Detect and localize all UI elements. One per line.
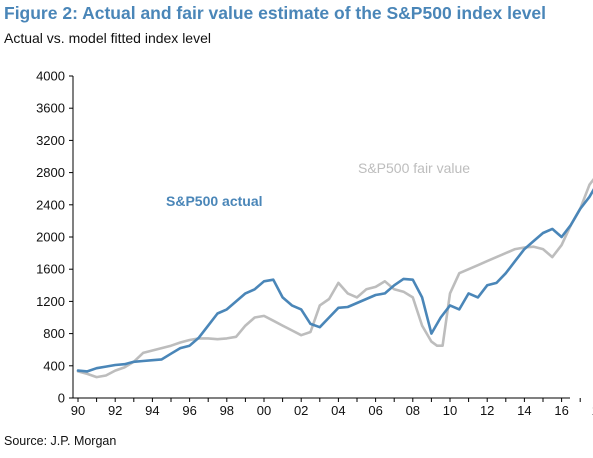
chart-subtitle: Actual vs. model fitted index level — [4, 30, 211, 46]
actual-line — [76, 188, 593, 373]
x-tick-label: 00 — [257, 403, 271, 418]
x-tick-label: 18 — [592, 403, 593, 418]
x-tick-label: 06 — [368, 403, 382, 418]
fair-value-annotation: S&P500 fair value — [358, 160, 470, 176]
y-tick-label: 1600 — [36, 262, 65, 277]
x-tick-label: 02 — [294, 403, 308, 418]
x-tick-label: 08 — [406, 403, 420, 418]
x-tick-label: 98 — [220, 403, 234, 418]
y-tick-label: 2000 — [36, 230, 65, 245]
y-tick-label: 2400 — [36, 197, 65, 212]
x-tick-label: 10 — [443, 403, 457, 418]
actual-annotation: S&P500 actual — [166, 193, 263, 209]
x-axis: 90929496980002040608101214161820 — [71, 397, 593, 418]
y-tick-label: 2800 — [36, 165, 65, 180]
y-tick-label: 800 — [43, 326, 65, 341]
y-axis: 0 400 800 1200 1600 2000 2400 2800 3200 3600 4000 — [36, 69, 74, 406]
x-tick-label: 16 — [554, 403, 568, 418]
fair-value-line — [76, 178, 593, 379]
x-tick-label: 94 — [145, 403, 159, 418]
x-tick-label: 96 — [182, 403, 196, 418]
y-tick-label: 0 — [58, 391, 65, 406]
y-tick-label: 1200 — [36, 294, 65, 309]
x-tick-label: 04 — [331, 403, 345, 418]
x-tick-label: 90 — [71, 403, 85, 418]
y-tick-label: 400 — [43, 358, 65, 373]
x-tick-label: 14 — [517, 403, 531, 418]
y-tick-label: 4000 — [36, 69, 65, 84]
y-tick-label: 3200 — [36, 133, 65, 148]
x-tick-label: 92 — [108, 403, 122, 418]
chart-title: Figure 2: Actual and fair value estimate… — [4, 3, 547, 23]
y-tick-label: 3600 — [36, 101, 65, 116]
source-note: Source: J.P. Morgan — [4, 434, 117, 448]
x-tick-label: 12 — [480, 403, 494, 418]
series-layer — [76, 178, 593, 379]
